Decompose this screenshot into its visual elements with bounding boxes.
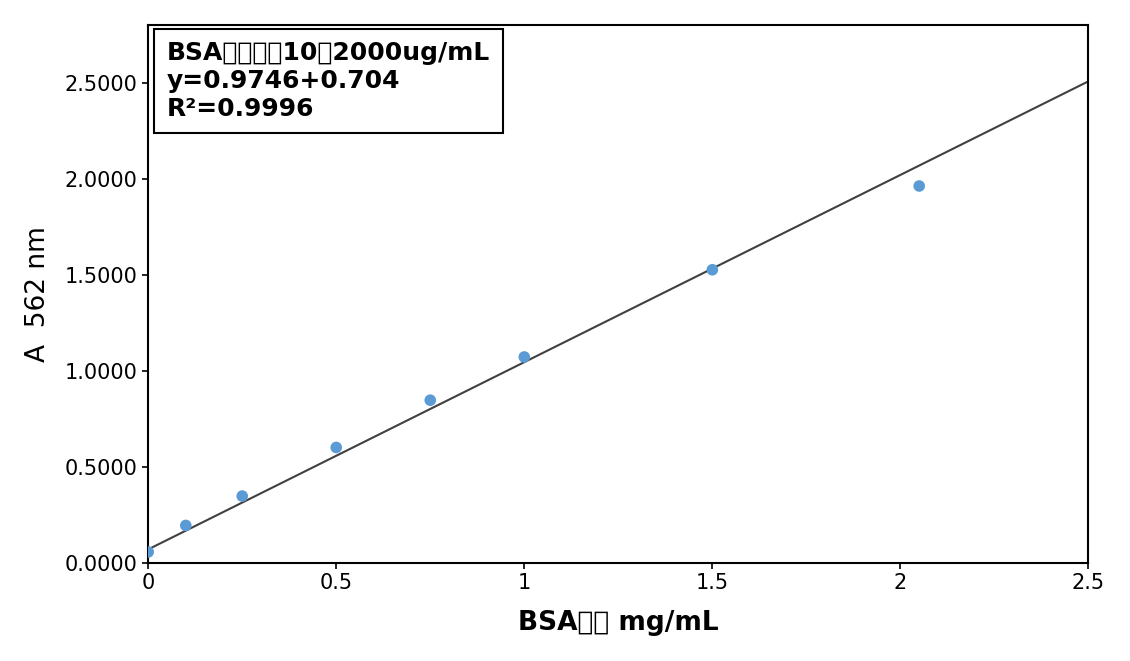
X-axis label: BSA浓度 mg/mL: BSA浓度 mg/mL: [518, 610, 719, 636]
Point: [703, 264, 721, 275]
Point: [328, 442, 346, 453]
Point: [233, 490, 251, 501]
Point: [421, 395, 440, 405]
Point: [176, 520, 194, 531]
Text: BSA标准曲线10～2000ug/mL
y=0.9746+0.704
R²=0.9996: BSA标准曲线10～2000ug/mL y=0.9746+0.704 R²=0.…: [167, 41, 490, 121]
Point: [910, 180, 928, 191]
Point: [139, 547, 157, 557]
Point: [515, 352, 533, 362]
Y-axis label: A  562 nm: A 562 nm: [25, 226, 51, 362]
